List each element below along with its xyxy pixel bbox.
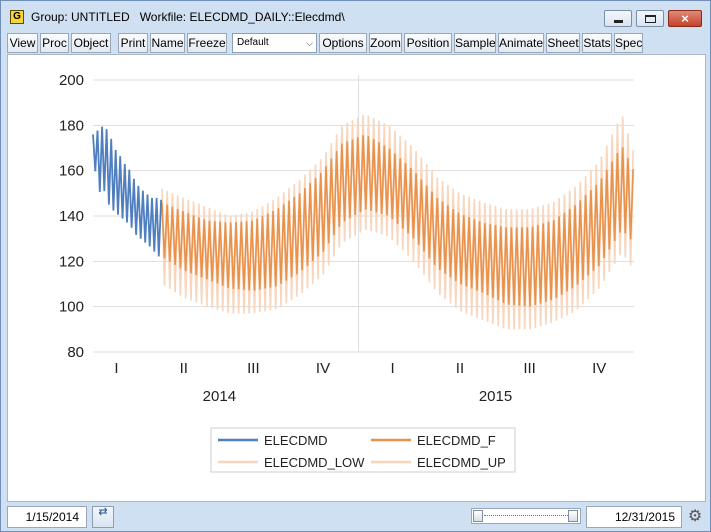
x-quarter-label: III <box>247 360 260 377</box>
x-quarter-label: I <box>114 360 118 377</box>
object-button[interactable]: Object <box>71 33 111 53</box>
print-button[interactable]: Print <box>118 33 148 53</box>
y-tick-label: 200 <box>59 72 84 89</box>
spec-button[interactable]: Spec <box>614 33 643 53</box>
series-elecdmd <box>92 126 162 257</box>
x-quarter-label: II <box>456 360 464 377</box>
sample-button[interactable]: Sample <box>454 33 496 53</box>
chevron-down-icon: ⌵ <box>306 38 313 48</box>
stats-button[interactable]: Stats <box>582 33 612 53</box>
maximize-button[interactable] <box>636 10 664 27</box>
legend-label: ELECDMD_F <box>417 433 496 448</box>
minimize-button[interactable] <box>604 10 632 27</box>
y-tick-label: 160 <box>59 163 84 180</box>
graph-template-dropdown[interactable]: Default ⌵ <box>232 33 317 53</box>
x-quarter-label: I <box>391 360 395 377</box>
zoom-button[interactable]: Zoom <box>369 33 402 53</box>
series-elecdmd-f <box>161 135 634 307</box>
window-title: Group: UNTITLED Workfile: ELECDMD_DAILY:… <box>31 10 345 24</box>
y-tick-label: 140 <box>59 208 84 225</box>
title-bar[interactable]: G Group: UNTITLED Workfile: ELECDMD_DAIL… <box>1 1 710 31</box>
legend-box <box>210 427 516 473</box>
x-quarter-label: III <box>523 360 536 377</box>
proc-button[interactable]: Proc <box>40 33 69 53</box>
close-icon: × <box>681 11 689 26</box>
y-tick-label: 180 <box>59 117 84 134</box>
swap-start-button[interactable]: ⇄ <box>92 506 114 528</box>
view-button[interactable]: View <box>7 33 38 53</box>
slider-end-handle[interactable] <box>568 510 578 522</box>
series-elecdmd-low <box>161 135 634 330</box>
position-button[interactable]: Position <box>404 33 452 53</box>
slider-track <box>484 515 568 517</box>
x-quarter-label: IV <box>592 360 606 377</box>
dropdown-value: Default <box>237 37 269 48</box>
legend-label: ELECDMD <box>264 433 328 448</box>
freeze-button[interactable]: Freeze <box>187 33 227 53</box>
graph-canvas[interactable]: 80 100 120 140 160 180 200 I II III IV I II III IV 2014… <box>7 54 706 502</box>
sample-slider[interactable] <box>471 508 581 524</box>
x-quarter-label: II <box>180 360 188 377</box>
x-year-label: 2014 <box>203 388 236 405</box>
x-quarter-label: IV <box>316 360 330 377</box>
options-button[interactable]: Options <box>319 33 367 53</box>
status-bar: 1/15/2014 ⇄ 12/31/2015 ⚙ <box>1 503 710 531</box>
y-tick-label: 80 <box>67 344 84 361</box>
y-tick-label: 120 <box>59 253 84 270</box>
gear-icon[interactable]: ⚙ <box>687 508 703 525</box>
toolbar: View Proc Object Print Name Freeze Defau… <box>7 33 707 53</box>
sample-start-date[interactable]: 1/15/2014 <box>7 506 87 528</box>
x-year-label: 2015 <box>479 388 512 405</box>
legend-label: ELECDMD_UP <box>417 455 506 470</box>
minimize-icon <box>614 20 623 23</box>
sheet-button[interactable]: Sheet <box>546 33 580 53</box>
y-tick-label: 100 <box>59 299 84 316</box>
maximize-icon <box>645 15 656 23</box>
name-button[interactable]: Name <box>150 33 185 53</box>
close-button[interactable]: × <box>668 10 702 27</box>
group-icon[interactable]: G <box>10 10 24 24</box>
sample-end-date[interactable]: 12/31/2015 <box>586 506 682 528</box>
legend-label: ELECDMD_LOW <box>264 455 365 470</box>
slider-start-handle[interactable] <box>473 510 483 522</box>
animate-button[interactable]: Animate <box>498 33 544 53</box>
